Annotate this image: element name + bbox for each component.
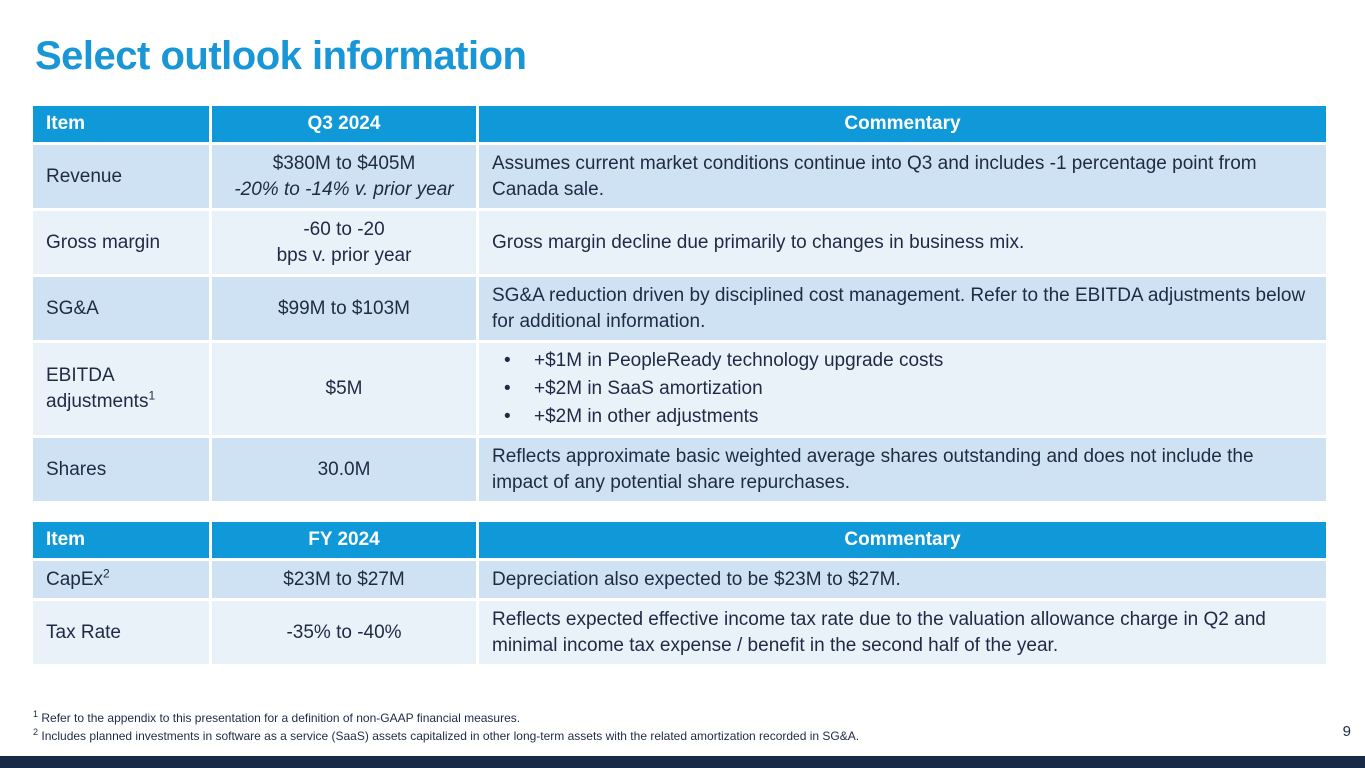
row-item: Tax Rate: [33, 601, 209, 664]
footnote-marker: 2: [103, 566, 110, 581]
page-title: Select outlook information: [35, 34, 527, 78]
row-value: $5M: [212, 343, 476, 435]
footnote-text: Includes planned investments in software…: [41, 729, 860, 743]
table-row-sga: SG&A $99M to $103M SG&A reduction driven…: [33, 277, 1326, 340]
row-value: -35% to -40%: [212, 601, 476, 664]
footer-bar: [0, 756, 1365, 768]
row-value: $380M to $405M -20% to -14% v. prior yea…: [212, 145, 476, 208]
header-period: Q3 2024: [212, 106, 476, 142]
table-row-ebitda-adjustments: EBITDA adjustments1 $5M +$1M in PeopleRe…: [33, 343, 1326, 435]
footnote-text: Refer to the appendix to this presentati…: [41, 711, 521, 725]
row-value: $23M to $27M: [212, 561, 476, 598]
header-period: FY 2024: [212, 522, 476, 558]
page-number: 9: [1342, 723, 1351, 740]
header-item: Item: [33, 522, 209, 558]
row-commentary: Depreciation also expected to be $23M to…: [479, 561, 1326, 598]
list-item: +$2M in other adjustments: [492, 403, 1313, 431]
table-header-row: Item Q3 2024 Commentary: [33, 106, 1326, 142]
row-commentary: Assumes current market conditions contin…: [479, 145, 1326, 208]
value-subline: bps v. prior year: [276, 244, 412, 266]
row-value: 30.0M: [212, 438, 476, 501]
footnote-1: 1 Refer to the appendix to this presenta…: [33, 709, 859, 727]
footnote-2: 2 Includes planned investments in softwa…: [33, 727, 859, 745]
list-item: +$1M in PeopleReady technology upgrade c…: [492, 347, 1313, 375]
row-item: CapEx2: [33, 561, 209, 598]
table-row-gross-margin: Gross margin -60 to -20 bps v. prior yea…: [33, 211, 1326, 274]
table-row-revenue: Revenue $380M to $405M -20% to -14% v. p…: [33, 145, 1326, 208]
row-item: Shares: [33, 438, 209, 501]
table-row-shares: Shares 30.0M Reflects approximate basic …: [33, 438, 1326, 501]
row-commentary: Reflects expected effective income tax r…: [479, 601, 1326, 664]
value-subline: -20% to -14% v. prior year: [234, 178, 454, 200]
row-commentary: SG&A reduction driven by disciplined cos…: [479, 277, 1326, 340]
row-value: $99M to $103M: [212, 277, 476, 340]
footnote-number: 2: [33, 727, 39, 737]
row-item: EBITDA adjustments1: [33, 343, 209, 435]
q3-outlook-table: Item Q3 2024 Commentary Revenue $380M to…: [30, 103, 1329, 504]
value-line: -60 to -20: [303, 218, 385, 240]
row-value: -60 to -20 bps v. prior year: [212, 211, 476, 274]
header-commentary: Commentary: [479, 106, 1326, 142]
table-row-capex: CapEx2 $23M to $27M Depreciation also ex…: [33, 561, 1326, 598]
list-item: +$2M in SaaS amortization: [492, 375, 1313, 403]
header-item: Item: [33, 106, 209, 142]
footnotes: 1 Refer to the appendix to this presenta…: [33, 709, 859, 745]
table-row-tax-rate: Tax Rate -35% to -40% Reflects expected …: [33, 601, 1326, 664]
row-commentary: +$1M in PeopleReady technology upgrade c…: [479, 343, 1326, 435]
row-commentary: Reflects approximate basic weighted aver…: [479, 438, 1326, 501]
adjustment-list: +$1M in PeopleReady technology upgrade c…: [492, 347, 1313, 431]
fy-outlook-table: Item FY 2024 Commentary CapEx2 $23M to $…: [30, 519, 1329, 667]
value-line: $380M to $405M: [272, 152, 416, 174]
item-label: CapEx: [46, 568, 104, 590]
footnote-marker: 1: [148, 388, 156, 403]
row-item: SG&A: [33, 277, 209, 340]
table-header-row: Item FY 2024 Commentary: [33, 522, 1326, 558]
item-label: EBITDA adjustments: [46, 365, 149, 412]
footnote-number: 1: [33, 709, 39, 719]
row-item: Gross margin: [33, 211, 209, 274]
row-commentary: Gross margin decline due primarily to ch…: [479, 211, 1326, 274]
header-commentary: Commentary: [479, 522, 1326, 558]
row-item: Revenue: [33, 145, 209, 208]
